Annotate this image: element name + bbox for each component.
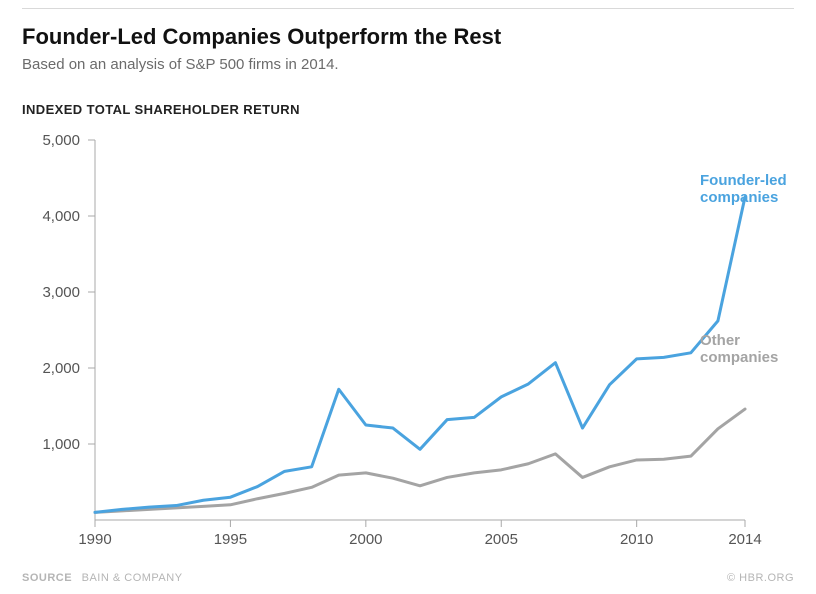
source-block: SOURCE BAIN & COMPANY bbox=[22, 572, 183, 584]
y-tick-label: 3,000 bbox=[28, 284, 80, 301]
x-tick-label: 2014 bbox=[728, 531, 761, 548]
series-other bbox=[95, 409, 745, 512]
y-tick-label: 1,000 bbox=[28, 436, 80, 453]
series-founder_led bbox=[95, 197, 745, 512]
line-chart: 1,000 2,000 3,000 4,000 5,000 1990 1995 2000 200… bbox=[0, 0, 816, 594]
y-tick-label: 2,000 bbox=[28, 360, 80, 377]
chart-svg bbox=[0, 0, 816, 594]
source-label: SOURCE bbox=[22, 572, 72, 584]
source-name: BAIN & COMPANY bbox=[82, 572, 183, 584]
x-tick-label: 1995 bbox=[214, 531, 247, 548]
series-label-founder_led: Founder-ledcompanies bbox=[700, 172, 787, 207]
y-tick-label: 5,000 bbox=[28, 132, 80, 149]
x-tick-label: 1990 bbox=[78, 531, 111, 548]
y-tick-label: 4,000 bbox=[28, 208, 80, 225]
chart-footer: SOURCE BAIN & COMPANY © HBR.ORG bbox=[22, 572, 794, 584]
credit: © HBR.ORG bbox=[727, 572, 794, 584]
x-tick-label: 2010 bbox=[620, 531, 653, 548]
x-tick-label: 2000 bbox=[349, 531, 382, 548]
x-tick-label: 2005 bbox=[485, 531, 518, 548]
series-label-other: Othercompanies bbox=[700, 332, 778, 367]
